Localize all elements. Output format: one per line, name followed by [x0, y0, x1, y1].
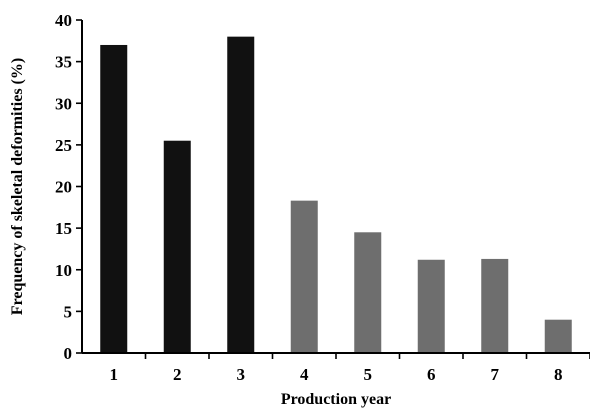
x-axis-title: Production year: [281, 391, 391, 408]
bar-6: [417, 259, 445, 353]
x-tick-label: 4: [300, 365, 309, 384]
y-tick-label: 15: [55, 219, 72, 238]
x-tick-label: 1: [110, 365, 119, 384]
x-tick-label: 6: [427, 365, 436, 384]
bar-1: [100, 44, 128, 353]
y-tick-label: 35: [55, 53, 72, 72]
y-tick-label: 20: [55, 178, 72, 197]
bars-group: [100, 36, 572, 354]
bar-2: [163, 140, 191, 353]
x-tick-label: 3: [237, 365, 246, 384]
y-tick-label: 40: [55, 11, 72, 30]
bar-5: [354, 232, 382, 353]
x-tick-label: 7: [491, 365, 500, 384]
x-tick-label: 5: [364, 365, 373, 384]
y-tick-label: 5: [64, 302, 73, 321]
x-tick-label: 2: [173, 365, 182, 384]
y-axis-ticks: 0 5 10 15 20 25 30 35 40: [55, 11, 82, 363]
bar-4: [290, 200, 318, 353]
x-tick-label: 8: [554, 365, 563, 384]
y-tick-label: 0: [64, 344, 73, 363]
bar-7: [481, 258, 509, 353]
bar-3: [227, 36, 255, 354]
y-tick-label: 10: [55, 261, 72, 280]
y-tick-label: 25: [55, 136, 72, 155]
y-axis-title: Frequency of skeletal deformities (%): [9, 58, 26, 315]
y-tick-label: 30: [55, 94, 72, 113]
x-axis-ticks: 1 2 3 4 5 6 7 8: [110, 353, 590, 384]
bar-8: [544, 319, 572, 353]
